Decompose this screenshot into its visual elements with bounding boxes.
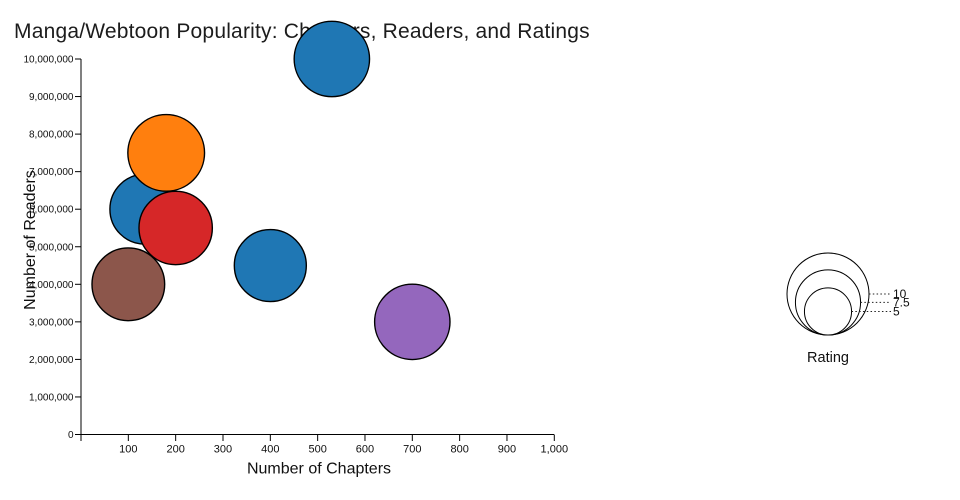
y-axis-ticks: 0 1,000,000 2,000,000 3,000,000 4,000,000 5,0…: [23, 55, 81, 441]
x-tick-label: 300: [214, 444, 232, 456]
x-tick-label: 800: [450, 444, 468, 456]
y-tick-label: 10,000,000: [23, 55, 73, 66]
size-legend: 107.55 Rating: [786, 252, 910, 366]
y-tick-label: 9,000,000: [29, 92, 74, 103]
x-tick-label: 100: [119, 444, 137, 456]
legend-value-label: 7.5: [893, 295, 910, 309]
y-tick-label: 4,000,000: [29, 280, 74, 291]
y-tick-label: 7,000,000: [29, 167, 74, 178]
legend-value-label: 5: [893, 304, 900, 318]
x-axis-ticks: 100 200 300 400 500 600 700 800 900 1,000: [119, 434, 569, 456]
x-tick-label: 1,000: [541, 444, 569, 456]
y-tick-label: 6,000,000: [29, 205, 74, 216]
legend-title: Rating: [807, 350, 849, 366]
legend-circles: 107.55: [786, 252, 910, 336]
data-bubble: [127, 113, 206, 192]
x-tick-label: 200: [166, 444, 184, 456]
y-tick-label: 2,000,000: [29, 355, 74, 366]
y-tick-label: 8,000,000: [29, 130, 74, 141]
y-tick-label: 1,000,000: [29, 392, 74, 403]
data-bubble: [91, 247, 166, 322]
y-tick-label: 0: [68, 430, 74, 441]
y-axis-title: Number of Readers: [22, 170, 39, 310]
bubble-series: [91, 20, 451, 361]
x-tick-label: 500: [308, 444, 326, 456]
x-axis-title: Number of Chapters: [247, 461, 391, 478]
axes: 0 1,000,000 2,000,000 3,000,000 4,000,000 5,0…: [23, 55, 568, 456]
x-tick-label: 400: [261, 444, 279, 456]
x-tick-label: 700: [403, 444, 421, 456]
y-tick-label: 5,000,000: [29, 242, 74, 253]
chart-title: Manga/Webtoon Popularity: Chapters, Read…: [14, 20, 590, 43]
data-bubble: [373, 283, 451, 361]
data-bubble: [138, 190, 214, 266]
data-bubble: [293, 20, 371, 98]
y-tick-label: 3,000,000: [29, 317, 74, 328]
x-tick-label: 900: [498, 444, 516, 456]
legend-size-circle: [803, 287, 853, 336]
legend-value-label: 10: [893, 287, 907, 301]
data-bubble: [233, 228, 308, 303]
x-tick-label: 600: [356, 444, 374, 456]
